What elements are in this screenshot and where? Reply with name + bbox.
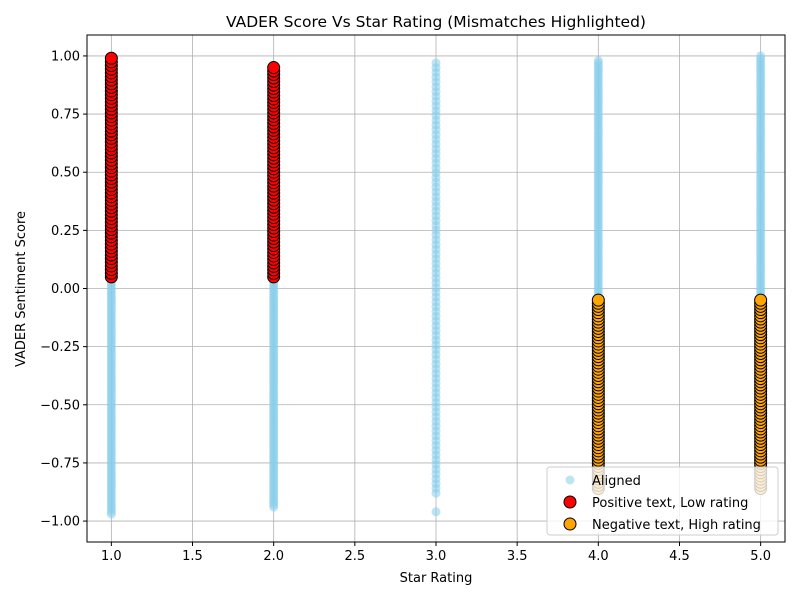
y-tick-label: 0.75 — [51, 108, 80, 123]
x-tick-label: 2.0 — [263, 549, 284, 564]
y-tick-label: −1.00 — [40, 515, 80, 530]
x-tick-label: 3.5 — [507, 549, 528, 564]
x-tick-label: 3.0 — [426, 549, 447, 564]
y-tick-label: 1.00 — [51, 49, 80, 64]
point-positive-text-low-rating — [104, 51, 118, 65]
point-aligned — [756, 51, 766, 61]
x-tick-label: 4.0 — [588, 549, 609, 564]
x-tick-label: 2.5 — [344, 549, 365, 564]
y-tick-label: 0.00 — [51, 282, 80, 297]
y-tick-label: −0.75 — [40, 456, 80, 471]
x-axis-title: Star Rating — [400, 571, 473, 586]
y-tick-label: −0.50 — [40, 398, 80, 413]
y-tick-label: 0.50 — [51, 166, 80, 181]
legend-marker-aligned — [565, 475, 575, 485]
legend-marker-positive-text-low-rating — [563, 495, 577, 509]
axis-ticks: 1.0 1.5 2.0 2.5 3.0 3.5 4.0 4.5 5.0 −1.00 −0.75 −0.… — [40, 49, 771, 564]
legend-marker-negative-text-high-rating — [563, 517, 577, 531]
point-aligned — [431, 58, 441, 68]
y-tick-label: −0.25 — [40, 340, 80, 355]
point-aligned — [431, 507, 441, 517]
point-negative-text-high-rating — [591, 293, 605, 307]
y-axis-title: VADER Sentiment Score — [14, 211, 29, 367]
point-positive-text-low-rating — [267, 61, 281, 75]
y-tick-label: 0.25 — [51, 224, 80, 239]
x-tick-label: 1.5 — [182, 549, 203, 564]
legend-label-negative-text-high-rating: Negative text, High rating — [592, 518, 761, 533]
legend-label-aligned: Aligned — [592, 474, 641, 489]
chart-title: VADER Score Vs Star Rating (Mismatches H… — [226, 13, 646, 31]
x-tick-label: 4.5 — [669, 549, 690, 564]
legend-box — [546, 466, 779, 536]
legend: Aligned Positive text, Low rating Negati… — [546, 466, 779, 536]
x-tick-label: 1.0 — [101, 549, 122, 564]
point-negative-text-high-rating — [754, 293, 768, 307]
x-tick-label: 5.0 — [750, 549, 771, 564]
legend-label-positive-text-low-rating: Positive text, Low rating — [592, 496, 748, 511]
point-aligned — [593, 56, 603, 66]
